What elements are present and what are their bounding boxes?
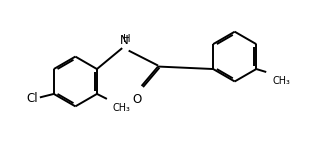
Text: H: H — [123, 34, 131, 44]
Text: Cl: Cl — [26, 92, 38, 105]
Text: CH₃: CH₃ — [272, 76, 290, 86]
Text: O: O — [132, 93, 142, 106]
Text: CH₃: CH₃ — [113, 103, 131, 113]
Text: N: N — [120, 34, 129, 47]
